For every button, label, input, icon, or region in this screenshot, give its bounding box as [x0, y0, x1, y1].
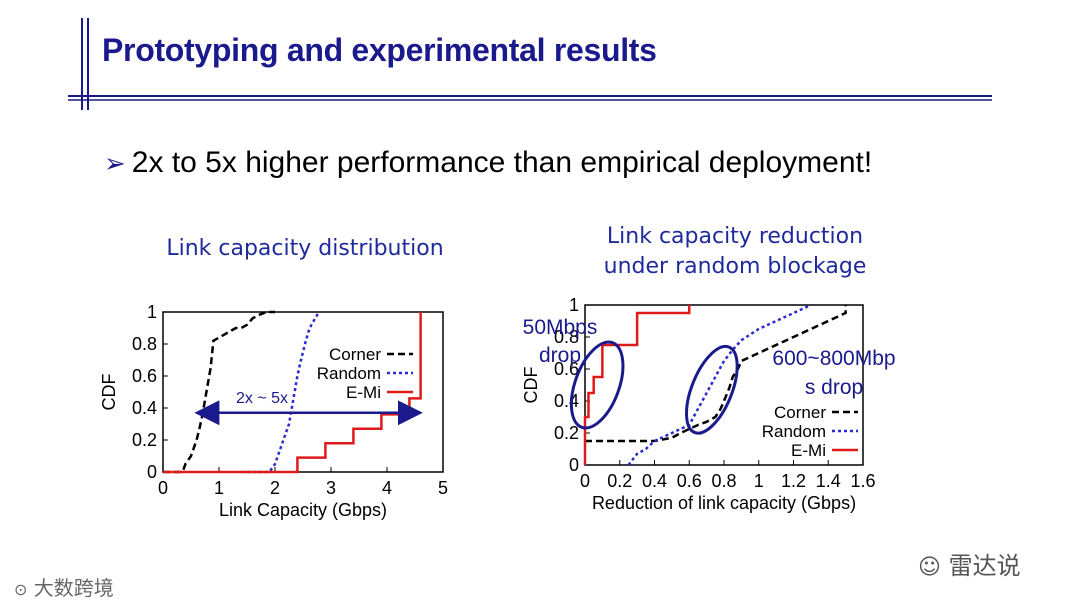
chart1-xtick-label: 5 [438, 478, 448, 498]
chart1-annotation-label: 2x ~ 5x [236, 390, 288, 407]
chart2-series-random [627, 303, 812, 466]
chart1-series-corner [163, 310, 275, 474]
chart2-xlabel: Reduction of link capacity (Gbps) [592, 493, 856, 513]
chart2-ellipse-600mbps [685, 344, 739, 435]
chart1-xtick-label: 2 [270, 478, 280, 498]
wechat-icon: ☺ [918, 555, 941, 580]
chart2-ylabel: CDF [521, 367, 541, 404]
watermark-left-text: 大数跨境 [33, 576, 114, 600]
chart2-ytick-label: 0.2 [554, 423, 579, 443]
bullet-text: 2x to 5x higher performance than empiric… [131, 146, 873, 179]
chart2-xtick-label: 0 [580, 471, 590, 491]
chart2-legend-label: Random [762, 422, 826, 441]
watermark-right-text: 雷达说 [948, 552, 1021, 580]
chart1-ytick-label: 0 [147, 462, 157, 482]
chart1-ytick-label: 0.2 [132, 430, 157, 450]
chart1-frame [162, 311, 444, 473]
chart1-series-random [247, 311, 321, 474]
chart1-xlabel: Link Capacity (Gbps) [219, 500, 387, 520]
chart2-ellipse-50mbps [569, 340, 625, 430]
chart2-ytick-label: 0 [569, 455, 579, 475]
chart1-series-emi [163, 312, 422, 474]
chart2-annotation-50mbps-line2: drop [539, 344, 581, 367]
chart1-ytick-label: 1 [147, 302, 157, 322]
chart1-xtick-label: 0 [158, 478, 168, 498]
chart2-xtick-label: 1.6 [850, 471, 875, 491]
chart2-legend-label: E-Mi [791, 441, 826, 460]
chart2-ytick-label: 1 [569, 295, 579, 315]
chart2-xtick-label: 1.4 [816, 471, 841, 491]
chart2-series-corner [585, 305, 847, 443]
chart1-ytick-label: 0.8 [132, 334, 157, 354]
chart1-xtick-label: 4 [382, 478, 392, 498]
chart1-legend-label: E-Mi [346, 383, 381, 402]
chart1-title: Link capacity distribution [166, 236, 444, 261]
chart2-series-emi [583, 305, 691, 465]
chart2-annotation-50mbps-line1: 50Mbps [523, 316, 598, 339]
chart2-title: Link capacity reduction under random blo… [603, 224, 867, 279]
chart2-ytick-label: 0.4 [554, 391, 579, 411]
chart2-xtick-label: 0.2 [607, 471, 632, 491]
chart1-xtick-label: 1 [214, 478, 224, 498]
chart1-xtick-label: 3 [326, 478, 336, 498]
bullet-point: ➢ 2x to 5x higher performance than empiri… [104, 146, 872, 180]
chart2-ytick-label: 0.6 [554, 359, 579, 379]
bullet-arrow-icon: ➢ [104, 148, 126, 178]
chart1-legend-label: Corner [329, 345, 381, 364]
chart2-xtick-label: 0.4 [642, 471, 667, 491]
chart2-annotation-600mbps-line1: 600~800Mbp [772, 347, 895, 370]
chart1-ytick-label: 0.6 [132, 366, 157, 386]
slide-title: Prototyping and experimental results [102, 32, 657, 68]
chart2-xtick-label: 0.8 [711, 471, 736, 491]
watermark-left: ⊙ 大数跨境 [14, 572, 114, 601]
chart2-ytick-label: 0.8 [554, 327, 579, 347]
chart2-xtick-label: 1.2 [781, 471, 806, 491]
watermark-left-icon: ⊙ [14, 580, 28, 599]
chart2-xtick-label: 0.6 [677, 471, 702, 491]
watermark-right: ☺ 雷达说 [918, 546, 1021, 581]
chart1-ytick-label: 0.4 [132, 398, 157, 418]
chart2-legend-label: Corner [774, 403, 826, 422]
chart2-annotation-600mbps-line2: s drop [805, 376, 863, 399]
chart1-legend-label: Random [317, 364, 381, 383]
chart1-ylabel: CDF [99, 374, 119, 411]
chart2-xtick-label: 1 [754, 471, 764, 491]
